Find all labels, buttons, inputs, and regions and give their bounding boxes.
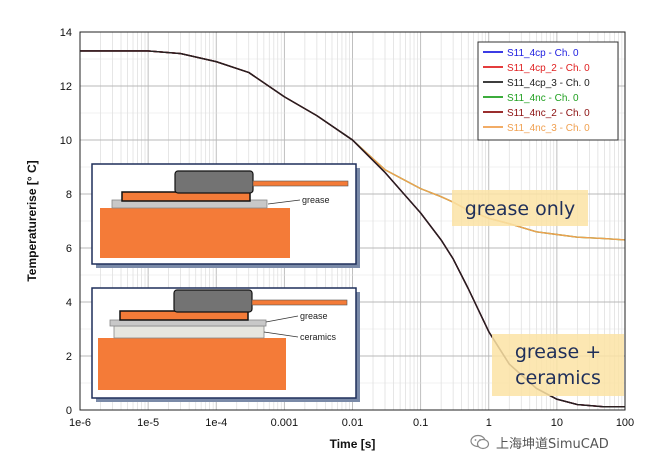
y-tick-label: 6 <box>66 243 72 255</box>
series-lines <box>80 50 626 408</box>
x-tick-label: 1e-6 <box>69 417 91 429</box>
x-tick-label: 100 <box>616 417 634 429</box>
legend-entry: S11_4cp_2 - Ch. 0 <box>507 63 590 74</box>
callout-text-line1: grease + <box>515 341 601 363</box>
inset-ceramics: grease ceramics <box>91 287 360 402</box>
heatsink-block <box>98 338 286 390</box>
y-tick-label: 8 <box>66 189 72 201</box>
callout-grease-only: grease only <box>452 190 588 226</box>
callout-text-line2: ceramics <box>515 367 601 389</box>
y-axis-label: Temperaturerise [° C] <box>25 160 39 281</box>
y-tick-label: 14 <box>60 27 72 39</box>
ceramics-pointer <box>263 331 299 338</box>
legend-entry: S11_4cp - Ch. 0 <box>507 48 579 59</box>
x-tick-label: 10 <box>551 417 563 429</box>
legend-entry: S11_4nc_3 - Ch. 0 <box>507 123 590 134</box>
series-line <box>80 50 625 408</box>
grease-label: grease <box>300 311 328 321</box>
device-package <box>173 289 253 313</box>
grease-pointer <box>267 199 301 205</box>
lead <box>252 180 349 187</box>
callout-text: grease only <box>465 198 576 220</box>
heatsink-block <box>100 208 290 258</box>
grease-label: grease <box>302 195 330 205</box>
callout-bg <box>452 190 588 226</box>
x-tick-label: 1 <box>486 417 492 429</box>
y-tick-label: 12 <box>60 81 72 93</box>
lead <box>251 299 348 306</box>
callout-bg <box>492 334 624 396</box>
legend: S11_4cp - Ch. 0 S11_4cp_2 - Ch. 0 S11_4cp_… <box>477 41 619 141</box>
legend-box <box>477 41 619 141</box>
x-axis-label: Time [s] <box>330 437 376 451</box>
y-tick-label: 4 <box>66 297 72 309</box>
legend-entry: S11_4cp_3 - Ch. 0 <box>507 78 590 89</box>
device-package <box>174 170 254 194</box>
callout-grease-ceramics: grease + ceramics <box>492 334 624 396</box>
wechat-icon <box>470 434 490 450</box>
x-tick-label: 1e-4 <box>205 417 227 429</box>
ceramics-label: ceramics <box>300 332 337 342</box>
legend-entry: S11_4nc - Ch. 0 <box>507 93 579 104</box>
tick-labels: 1e-6 1e-5 1e-4 0.001 0.01 0.1 1 10 100 0 2 4 6 8 10 12 1… <box>60 27 634 429</box>
watermark: 上海坤道SimuCAD <box>470 430 655 454</box>
plot-frame <box>79 31 626 411</box>
inset-grease: grease <box>91 163 360 268</box>
ceramics-layer <box>113 325 265 339</box>
y-tick-label: 2 <box>66 351 72 363</box>
y-tick-label: 0 <box>66 405 72 417</box>
legend-entry: S11_4nc_2 - Ch. 0 <box>507 108 590 119</box>
x-tick-label: 0.001 <box>271 417 299 429</box>
y-tick-label: 10 <box>60 135 72 147</box>
x-tick-label: 1e-5 <box>137 417 159 429</box>
grease-pointer <box>265 315 299 323</box>
x-tick-label: 0.01 <box>342 417 363 429</box>
grease-layer <box>109 319 267 327</box>
x-tick-label: 0.1 <box>413 417 428 429</box>
watermark-text: 上海坤道SimuCAD <box>496 436 609 452</box>
